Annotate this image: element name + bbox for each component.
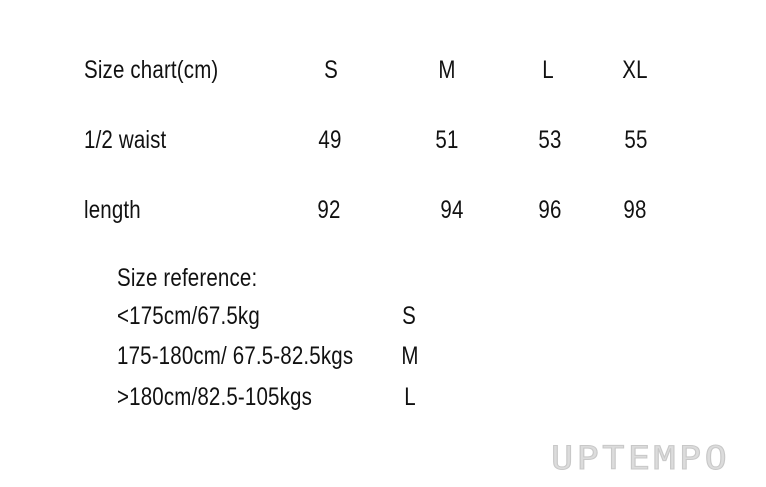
reference-range: >180cm/82.5-105kgs <box>117 383 312 411</box>
table-cell: 98 <box>623 196 647 224</box>
reference-size: S <box>402 302 416 330</box>
reference-range: 175-180cm/ 67.5-82.5kgs <box>117 342 354 370</box>
header-size-xl: XL <box>622 56 648 84</box>
table-cell: 53 <box>538 126 562 154</box>
reference-title: Size reference: <box>117 264 258 292</box>
table-cell: 96 <box>538 196 562 224</box>
watermark-logo: UPTEMPO <box>550 439 731 477</box>
table-header-label: Size chart(cm) <box>84 56 219 84</box>
reference-size: M <box>401 342 419 370</box>
table-cell: 94 <box>440 196 464 224</box>
header-size-m: M <box>438 56 456 84</box>
header-size-s: S <box>324 56 338 84</box>
table-cell: 92 <box>317 196 341 224</box>
header-size-l: L <box>542 56 554 84</box>
row-label-waist: 1/2 waist <box>84 126 167 154</box>
row-label-length: length <box>84 196 141 224</box>
table-cell: 51 <box>435 126 459 154</box>
table-cell: 49 <box>318 126 342 154</box>
reference-range: <175cm/67.5kg <box>117 302 260 330</box>
reference-size: L <box>404 383 416 411</box>
table-cell: 55 <box>624 126 648 154</box>
